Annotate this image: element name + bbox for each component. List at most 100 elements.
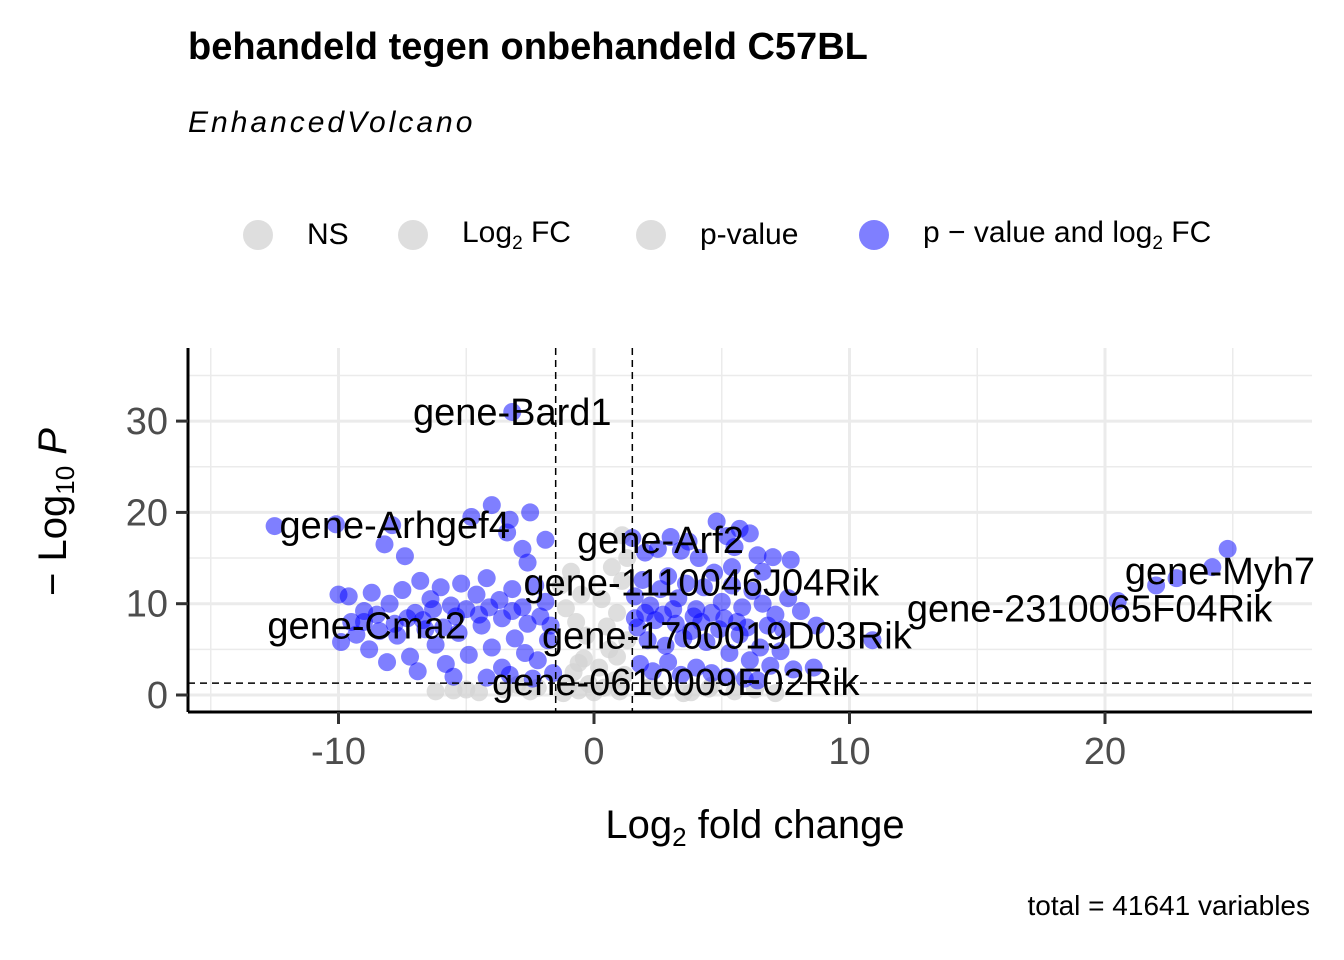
caption: total = 41641 variables bbox=[1027, 890, 1310, 921]
point-significant bbox=[383, 516, 402, 535]
point-significant bbox=[761, 656, 780, 675]
y-axis-title-minus: − Log bbox=[31, 495, 75, 596]
point-significant bbox=[804, 658, 823, 677]
point-not-significant bbox=[641, 677, 660, 696]
gene-label: gene-Myh7 bbox=[1125, 551, 1315, 593]
point-significant bbox=[656, 636, 675, 655]
point-significant bbox=[380, 594, 399, 613]
legend-item-pvalue: p-value bbox=[636, 200, 798, 270]
point-not-significant bbox=[615, 665, 634, 684]
point-significant bbox=[664, 600, 683, 619]
point-significant bbox=[671, 665, 690, 684]
point-significant bbox=[648, 539, 667, 558]
point-not-significant bbox=[426, 682, 445, 701]
point-significant bbox=[1167, 569, 1186, 588]
point-significant bbox=[265, 517, 284, 536]
legend-label-log2fc: Log2 FC bbox=[462, 215, 571, 254]
gene-label: gene-Arf2 bbox=[577, 520, 744, 562]
point-significant bbox=[398, 609, 417, 628]
point-not-significant bbox=[556, 599, 575, 618]
x-axis-title: Log2 fold change bbox=[605, 803, 904, 852]
point-significant bbox=[784, 660, 803, 679]
point-significant bbox=[687, 658, 706, 677]
point-not-significant bbox=[572, 585, 591, 604]
point-significant bbox=[431, 578, 450, 597]
legend-swatch-pvalue-and-log2fc bbox=[859, 220, 889, 250]
point-significant bbox=[722, 576, 741, 595]
point-significant bbox=[434, 618, 453, 637]
point-significant bbox=[1147, 576, 1166, 595]
point-significant bbox=[679, 532, 698, 551]
point-not-significant bbox=[444, 681, 463, 700]
point-significant bbox=[643, 662, 662, 681]
point-significant bbox=[480, 598, 499, 617]
point-significant bbox=[676, 574, 695, 593]
point-significant bbox=[751, 638, 770, 657]
point-significant bbox=[528, 651, 547, 670]
point-significant bbox=[863, 631, 882, 650]
point-significant bbox=[625, 587, 644, 606]
point-significant bbox=[781, 550, 800, 569]
point-significant bbox=[449, 623, 468, 642]
point-significant bbox=[370, 622, 389, 641]
grid bbox=[188, 348, 1312, 712]
point-significant bbox=[544, 664, 563, 683]
point-significant bbox=[518, 553, 537, 572]
point-significant bbox=[743, 581, 762, 600]
x-axis-title-rest: fold change bbox=[687, 803, 905, 847]
gene-label: gene-1110046J04Rik bbox=[523, 563, 880, 605]
legend-label-pvalue-and-log2fc: p − value and log2 FC bbox=[923, 215, 1212, 254]
point-significant bbox=[758, 616, 777, 635]
point-significant bbox=[367, 605, 386, 624]
point-significant bbox=[774, 620, 793, 639]
point-significant bbox=[740, 651, 759, 670]
point-significant bbox=[401, 647, 420, 666]
axes: -10 0 10 20 0 10 20 30 bbox=[126, 348, 1312, 773]
x-axis-title-sub: 2 bbox=[672, 822, 686, 852]
point-significant bbox=[408, 662, 427, 681]
point-significant bbox=[753, 562, 772, 581]
point-significant bbox=[395, 547, 414, 566]
points-significant bbox=[265, 402, 1237, 690]
legend-swatch-log2fc bbox=[398, 220, 428, 250]
point-significant bbox=[725, 538, 744, 557]
point-significant bbox=[503, 602, 522, 621]
point-significant bbox=[482, 638, 501, 657]
point-significant bbox=[694, 578, 713, 597]
point-not-significant bbox=[618, 631, 637, 650]
point-significant bbox=[807, 616, 826, 635]
legend: NS Log2 FC p-value p − value and log2 FC bbox=[0, 200, 1344, 270]
point-significant bbox=[659, 653, 678, 672]
point-not-significant bbox=[607, 647, 626, 666]
point-significant bbox=[748, 546, 767, 565]
point-significant bbox=[362, 583, 381, 602]
point-not-significant bbox=[613, 571, 632, 590]
gene-label: gene-2310065F04Rik bbox=[907, 588, 1273, 630]
gene-label: gene-Bard1 bbox=[413, 392, 612, 434]
x-tick-label: -10 bbox=[311, 731, 366, 773]
point-significant bbox=[503, 402, 522, 421]
point-significant bbox=[521, 503, 540, 522]
point-significant bbox=[539, 631, 558, 650]
point-significant bbox=[536, 530, 555, 549]
point-significant bbox=[753, 594, 772, 613]
point-significant bbox=[697, 633, 716, 652]
y-axis-title: − Log10 P bbox=[31, 428, 80, 596]
point-significant bbox=[444, 667, 463, 686]
point-not-significant bbox=[725, 682, 744, 701]
point-significant bbox=[707, 512, 726, 531]
point-significant bbox=[661, 528, 680, 547]
point-significant bbox=[1108, 591, 1127, 610]
point-significant bbox=[705, 563, 724, 582]
legend-swatch-pvalue bbox=[636, 220, 666, 250]
legend-swatch-ns bbox=[243, 220, 273, 250]
point-significant bbox=[748, 671, 767, 690]
legend-label-ns: NS bbox=[307, 218, 349, 251]
gene-label: gene-1700019D03Rik bbox=[542, 616, 913, 658]
point-significant bbox=[378, 653, 397, 672]
point-significant bbox=[411, 571, 430, 590]
point-significant bbox=[452, 574, 471, 593]
points-not-significant bbox=[426, 526, 785, 703]
point-not-significant bbox=[682, 683, 701, 702]
point-significant bbox=[503, 580, 522, 599]
